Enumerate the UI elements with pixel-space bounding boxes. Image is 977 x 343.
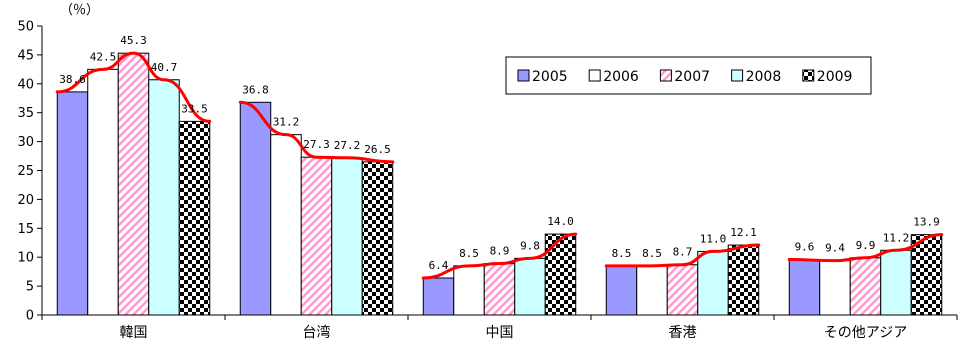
- data-label: 8.9: [490, 245, 510, 258]
- trend-lines: [55, 51, 944, 280]
- bar: [483, 263, 516, 316]
- data-label: 33.5: [181, 102, 208, 115]
- bar: [178, 120, 211, 316]
- y-tick-label: 30: [17, 135, 34, 150]
- x-axis: 韓国 台湾 中国 香港 その他アジア: [41, 314, 958, 341]
- trend-line: [238, 100, 395, 164]
- y-tick-label: 25: [17, 164, 34, 179]
- y-tick-label: 50: [17, 20, 34, 35]
- bar: [331, 157, 363, 316]
- bar: [910, 234, 943, 316]
- bar: [148, 79, 180, 316]
- y-tick-label: 5: [26, 280, 34, 295]
- data-label: 12.1: [730, 226, 757, 239]
- bar: [727, 244, 760, 316]
- legend-swatch: [731, 69, 744, 82]
- bar: [666, 264, 699, 316]
- data-label: 9.4: [825, 242, 845, 255]
- legend-entry-label: 2009: [817, 69, 853, 85]
- bar: [239, 101, 272, 316]
- data-label: 6.4: [429, 259, 449, 272]
- data-label: 40.7: [151, 61, 178, 74]
- legend-swatch: [659, 69, 672, 82]
- data-label: 11.2: [883, 231, 910, 244]
- data-label: 13.9: [913, 216, 940, 229]
- data-label: 9.6: [795, 241, 815, 254]
- data-labels: 38.6 42.545.3 40.7 33.5 36.8 31.227.3 27.2 26.5…: [59, 34, 940, 272]
- bar: [819, 260, 851, 316]
- bar: [849, 257, 882, 316]
- trend-line: [421, 232, 578, 280]
- bar: [544, 233, 577, 316]
- category-label: 香港: [669, 325, 697, 341]
- data-label: 27.2: [334, 139, 361, 152]
- legend-swatch: [802, 69, 815, 82]
- legend-swatch: [588, 69, 601, 82]
- bar: [56, 91, 89, 316]
- bars: [56, 52, 943, 316]
- data-label: 8.5: [642, 247, 662, 260]
- y-tick-label: 35: [17, 106, 34, 121]
- data-label: 9.9: [856, 239, 876, 252]
- data-label: 8.5: [612, 247, 632, 260]
- trend-line: [55, 51, 212, 123]
- y-axis: 0 5 10 15 20 25 30 35 40 45 50: [17, 20, 43, 324]
- bar: [788, 259, 821, 316]
- bar: [880, 249, 912, 316]
- bar: [270, 134, 302, 316]
- data-label: 8.5: [459, 247, 479, 260]
- bar: [117, 52, 150, 316]
- category-label: 台湾: [303, 324, 331, 341]
- bar: [697, 250, 729, 316]
- y-tick-label: 15: [17, 222, 34, 237]
- category-label: 韓国: [120, 325, 148, 341]
- legend: 2005 2006 2007 2008 2009: [505, 56, 872, 95]
- y-axis-unit-label: （％）: [60, 3, 99, 18]
- category-label: その他アジア: [824, 325, 907, 341]
- y-tick-label: 20: [17, 193, 34, 208]
- y-tick-label: 0: [26, 309, 34, 324]
- legend-entry-label: 2006: [603, 69, 639, 85]
- data-label: 45.3: [120, 34, 147, 47]
- y-tick-label: 45: [17, 48, 34, 63]
- data-label: 27.3: [303, 138, 330, 151]
- legend-entry-label: 2007: [674, 69, 710, 85]
- bar: [87, 68, 119, 316]
- legend-swatch: [517, 69, 530, 82]
- bar: [605, 265, 638, 316]
- trend-line: [787, 233, 944, 263]
- category-label: 中国: [486, 325, 514, 341]
- data-label: 14.0: [547, 215, 574, 228]
- data-label: 38.6: [59, 73, 86, 86]
- bar: [422, 277, 455, 316]
- y-tick-label: 40: [17, 77, 34, 92]
- data-label: 8.7: [673, 246, 693, 259]
- bar: [361, 161, 394, 316]
- bar: [636, 265, 668, 316]
- bar: [453, 265, 485, 316]
- data-label: 9.8: [520, 239, 540, 252]
- data-label: 42.5: [90, 50, 117, 63]
- data-label: 36.8: [242, 83, 269, 96]
- y-tick-label: 10: [17, 251, 34, 266]
- data-label: 26.5: [364, 143, 391, 156]
- bar: [514, 257, 546, 316]
- legend-entry-label: 2008: [746, 69, 782, 85]
- legend-entry-label: 2005: [532, 69, 568, 85]
- bar: [300, 156, 333, 316]
- data-label: 11.0: [700, 232, 727, 245]
- data-label: 31.2: [273, 116, 300, 129]
- trend-line: [604, 243, 761, 268]
